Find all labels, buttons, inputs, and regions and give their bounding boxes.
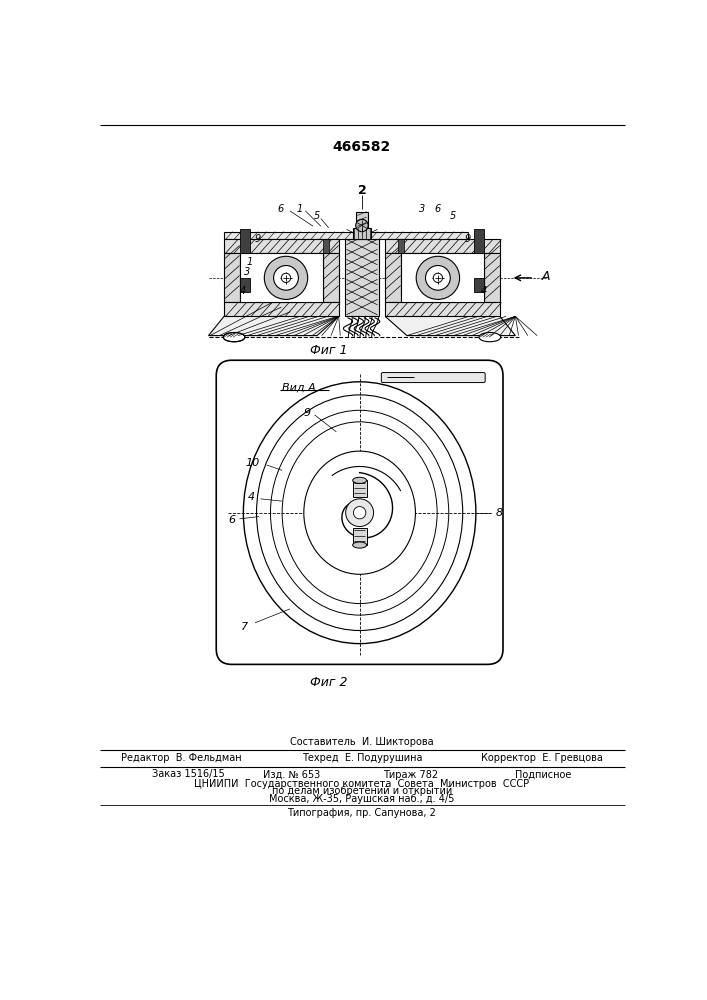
Text: Фиг 1: Фиг 1 — [310, 344, 347, 358]
Bar — [323, 253, 339, 302]
Text: Тираж 782: Тираж 782 — [383, 770, 438, 780]
Text: 9: 9 — [255, 234, 260, 244]
Bar — [240, 229, 250, 253]
Bar — [224, 302, 339, 316]
Circle shape — [433, 273, 443, 282]
Ellipse shape — [353, 542, 367, 548]
Bar — [385, 302, 500, 316]
Ellipse shape — [304, 451, 416, 574]
Bar — [224, 239, 339, 253]
Ellipse shape — [223, 333, 245, 342]
Circle shape — [354, 507, 366, 519]
Bar — [240, 278, 250, 292]
Text: Москва, Ж-35, Раушская наб., д. 4/5: Москва, Ж-35, Раушская наб., д. 4/5 — [269, 794, 455, 804]
Bar — [385, 239, 500, 253]
Circle shape — [426, 266, 450, 290]
Text: 1: 1 — [247, 257, 252, 267]
Bar — [385, 253, 401, 302]
Text: Редактор  В. Фельдман: Редактор В. Фельдман — [121, 753, 242, 763]
Text: 4: 4 — [240, 286, 247, 296]
Circle shape — [274, 266, 298, 290]
Text: 10: 10 — [245, 458, 259, 468]
Bar — [323, 239, 329, 253]
Bar — [353, 228, 371, 239]
Bar — [356, 212, 368, 228]
Text: 8: 8 — [496, 508, 503, 518]
Text: 9: 9 — [303, 408, 310, 418]
Circle shape — [356, 219, 368, 232]
Text: А: А — [542, 270, 550, 283]
Bar — [224, 253, 240, 302]
Bar — [353, 528, 367, 545]
Text: 6: 6 — [434, 204, 440, 214]
FancyBboxPatch shape — [216, 360, 503, 664]
Text: Типография, пр. Сапунова, 2: Типография, пр. Сапунова, 2 — [288, 808, 436, 818]
Text: Подписное: Подписное — [515, 770, 571, 780]
Circle shape — [346, 499, 373, 527]
Text: 5: 5 — [314, 211, 320, 221]
Polygon shape — [209, 316, 339, 336]
Text: 9: 9 — [465, 234, 472, 244]
Bar — [474, 229, 484, 253]
Bar — [240, 253, 323, 302]
Ellipse shape — [353, 477, 367, 483]
Text: Изд. № 653: Изд. № 653 — [263, 770, 320, 780]
Circle shape — [416, 256, 460, 299]
Bar — [224, 232, 468, 239]
Circle shape — [264, 256, 308, 299]
Text: по делам изобретений и открытий: по делам изобретений и открытий — [271, 786, 452, 796]
Text: 466582: 466582 — [333, 140, 391, 154]
Bar — [401, 253, 484, 302]
Text: Корректор  Е. Гревцова: Корректор Е. Гревцова — [481, 753, 602, 763]
Text: 3: 3 — [419, 204, 425, 214]
FancyBboxPatch shape — [381, 373, 485, 383]
Bar — [484, 253, 500, 302]
Text: Заказ 1516/15: Заказ 1516/15 — [152, 770, 225, 780]
Text: 4: 4 — [481, 286, 486, 296]
Text: Фиг 2: Фиг 2 — [310, 676, 347, 689]
Ellipse shape — [479, 333, 501, 342]
Bar — [353, 480, 367, 497]
Text: 5: 5 — [450, 211, 456, 221]
Text: Вид А: Вид А — [282, 382, 316, 392]
Bar — [345, 239, 379, 316]
Text: 1: 1 — [296, 204, 303, 214]
Text: 2: 2 — [358, 184, 366, 197]
Text: 3: 3 — [244, 267, 250, 277]
Text: Составитель  И. Шикторова: Составитель И. Шикторова — [290, 737, 434, 747]
Text: ЦНИИПИ  Государственного комитета  Совета  Министров  СССР: ЦНИИПИ Государственного комитета Совета … — [194, 779, 530, 789]
Bar — [474, 278, 484, 292]
Circle shape — [281, 273, 291, 282]
Text: 6: 6 — [277, 204, 284, 214]
Bar — [397, 239, 404, 253]
Text: 4: 4 — [247, 492, 255, 502]
Text: 7: 7 — [241, 622, 248, 632]
Text: 6: 6 — [228, 515, 235, 525]
Polygon shape — [385, 316, 515, 336]
Text: Техред  Е. Подурушина: Техред Е. Подурушина — [302, 753, 422, 763]
